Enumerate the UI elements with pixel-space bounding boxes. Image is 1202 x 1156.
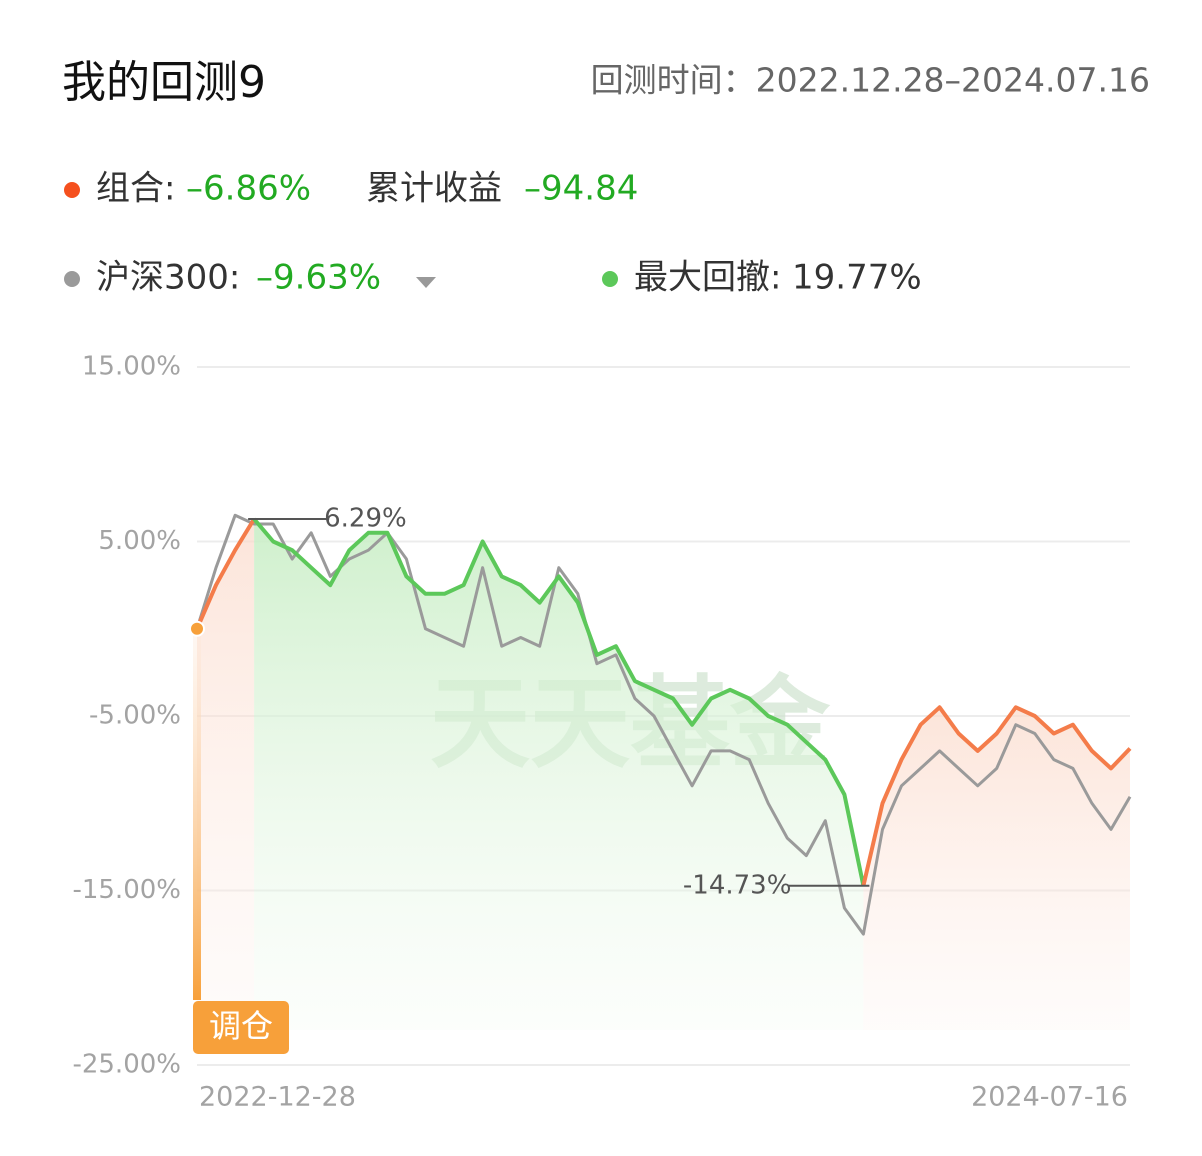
benchmark-line: [195, 513, 1132, 936]
legend-label: 沪深300:: [96, 258, 240, 298]
plot: 15.00% 5.00% -5.00% -15.00% -25.00% 2022-12-2…: [72, 352, 1132, 1113]
x-tick-label: 2022-12-28: [199, 1082, 356, 1113]
legend-label: 累计收益: [366, 169, 502, 209]
x-tick-label: 2024-07-16: [971, 1082, 1128, 1113]
y-tick-label: 5.00%: [98, 526, 181, 556]
legend-value: 19.77%: [792, 258, 922, 298]
area: [254, 519, 864, 1030]
trough-label: -14.73%: [683, 870, 792, 900]
legend-label: 组合:: [96, 169, 175, 209]
y-tick-label: 15.00%: [82, 352, 181, 382]
legend-value: –94.84: [524, 169, 638, 209]
legend-label: 最大回撤:: [634, 258, 781, 298]
portfolio-line: [195, 517, 256, 630]
rebalance-bar: [193, 628, 201, 1000]
legend-dot: [64, 271, 80, 287]
area: [197, 519, 255, 1030]
y-tick-label: -25.00%: [72, 1050, 181, 1080]
legend-value: –6.86%: [186, 169, 311, 209]
peak-label: 6.29%: [324, 503, 407, 533]
legend-dot: [64, 182, 80, 198]
legend-dot: [602, 271, 618, 287]
badge-bg: [193, 1001, 289, 1054]
legend-value: –9.63%: [256, 258, 381, 298]
badge: 调仓: [209, 1007, 273, 1045]
dropdown[interactable]: [416, 277, 436, 288]
area: [863, 707, 1130, 1030]
period: 回测时间：2022.12.28–2024.07.16: [591, 61, 1150, 100]
y-tick-label: -15.00%: [72, 875, 181, 905]
start-dot: [189, 620, 205, 637]
y-tick-label: -5.00%: [89, 701, 181, 731]
portfolio-line: [861, 705, 1132, 887]
title: 我的回测9: [62, 57, 266, 108]
portfolio-line: [252, 517, 866, 887]
